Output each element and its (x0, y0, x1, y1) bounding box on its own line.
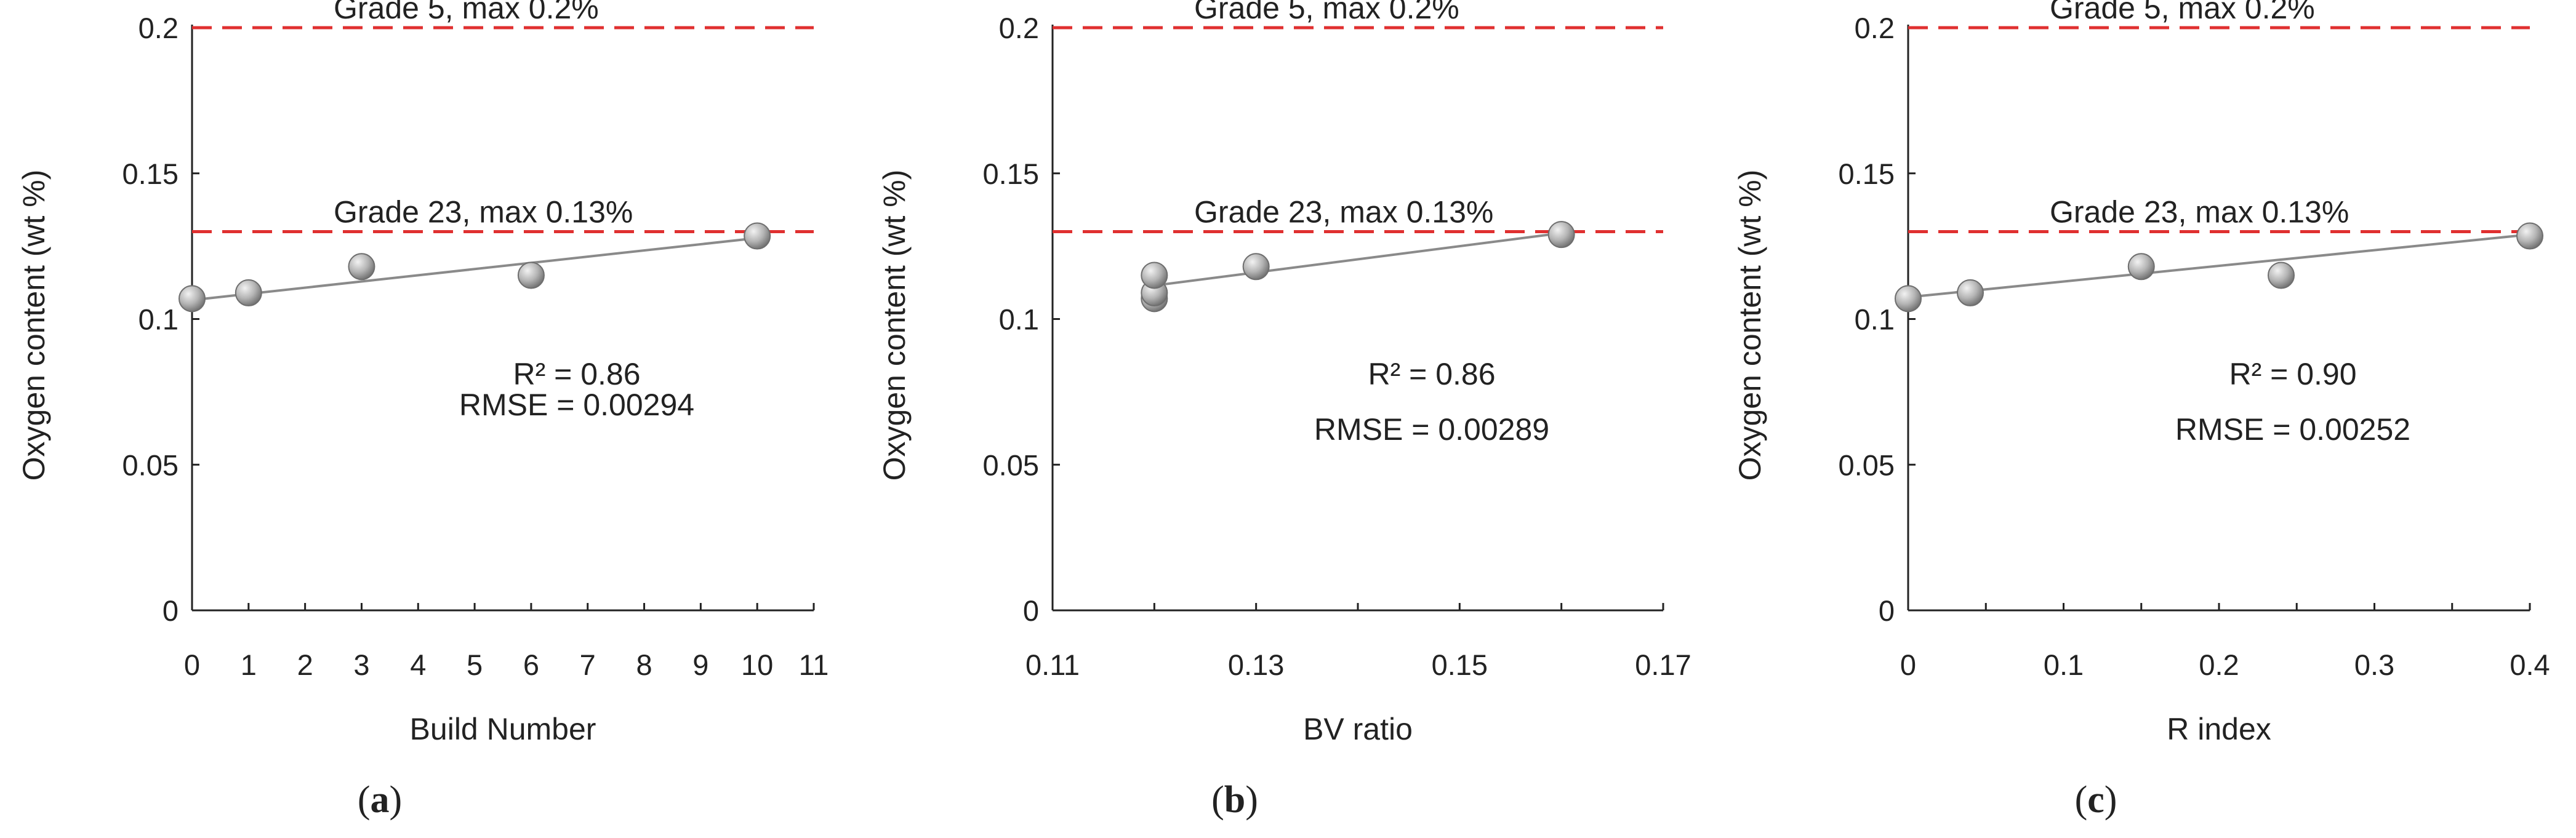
reference-line-label: Grade 23, max 0.13% (334, 194, 633, 229)
chart-panel-c: 0 0.05 0.1 0.15 0.2 0 0.1 0.2 0.3 0.4 R index Oxyge… (1733, 0, 2550, 821)
data-point (1547, 221, 1575, 249)
x-tick-label: 0.15 (1432, 648, 1488, 681)
chart-panel-b: 0 0.05 0.1 0.15 0.2 0.11 0.13 0.15 0.17 BV ratio O… (877, 0, 1691, 821)
y-tick-label: 0.15 (983, 158, 1039, 190)
fit-line (191, 236, 758, 301)
reference-line-label: Grade 5, max 0.2% (2050, 0, 2315, 25)
y-tick-label: 0.1 (1855, 303, 1895, 336)
y-tick-label: 0.1 (138, 303, 179, 336)
y-tick-label: 0.2 (1855, 12, 1895, 44)
data-point (1141, 261, 1168, 289)
y-tick-label: 0.1 (999, 303, 1039, 336)
data-point (1957, 279, 1984, 306)
data-point (744, 222, 771, 250)
y-tick-label: 0 (1879, 594, 1895, 627)
x-tick-label: 0.11 (1025, 648, 1080, 681)
rmse-label: RMSE = 0.00252 (2175, 412, 2410, 447)
x-tick-label: 7 (580, 648, 596, 681)
r-squared-label: R² = 0.86 (513, 357, 640, 391)
x-tick-label: 2 (297, 648, 313, 681)
x-tick-label: 0.2 (2199, 648, 2239, 681)
x-tick-label: 0.1 (2044, 648, 2084, 681)
data-point (235, 279, 262, 306)
chart-panel-a: 0 0.05 0.1 0.15 0.2 0 1 2 3 4 5 6 7 8 9 10 11 Build Numbe… (17, 0, 829, 821)
reference-line-label: Grade 5, max 0.2% (334, 0, 599, 25)
x-axis-title: Build Number (410, 712, 596, 746)
y-tick-label: 0.2 (138, 12, 179, 44)
x-tick-label: 0 (1900, 648, 1916, 681)
rmse-label: RMSE = 0.00294 (459, 388, 694, 422)
r-squared-label: R² = 0.90 (2229, 357, 2356, 391)
data-point (2127, 253, 2155, 281)
x-tick-label: 5 (467, 648, 483, 681)
y-tick-label: 0.05 (122, 449, 179, 481)
reference-line-label: Grade 23, max 0.13% (2050, 194, 2349, 229)
x-tick-label: 0.17 (1635, 648, 1691, 681)
y-axis-title: Oxygen content (wt %) (877, 170, 912, 481)
y-tick-label: 0.05 (1839, 449, 1895, 481)
y-tick-label: 0.15 (122, 158, 179, 190)
fit-line (1154, 231, 1562, 287)
y-axis-title: Oxygen content (wt %) (1733, 170, 1767, 481)
x-tick-label: 0.4 (2510, 648, 2550, 681)
y-tick-label: 0 (1023, 594, 1039, 627)
y-axis-title: Oxygen content (wt %) (17, 170, 51, 481)
x-tick-label: 9 (692, 648, 708, 681)
data-point (2516, 222, 2543, 250)
y-tick-label: 0.2 (999, 12, 1039, 44)
x-axis-title: R index (2167, 712, 2271, 746)
x-axis-title: BV ratio (1303, 712, 1413, 746)
data-point (348, 253, 375, 281)
data-point (2268, 261, 2295, 289)
r-squared-label: R² = 0.86 (1368, 357, 1495, 391)
x-tick-label: 10 (741, 648, 773, 681)
data-point (517, 261, 545, 289)
data-point (1895, 285, 1922, 313)
y-tick-label: 0.15 (1839, 158, 1895, 190)
rmse-label: RMSE = 0.00289 (1314, 412, 1549, 447)
panel-label: (a) (358, 779, 402, 821)
reference-line-label: Grade 5, max 0.2% (1194, 0, 1459, 25)
x-tick-label: 8 (636, 648, 652, 681)
y-tick-label: 0 (163, 594, 179, 627)
fit-line (1908, 233, 2530, 298)
x-tick-label: 11 (799, 648, 829, 681)
x-tick-label: 6 (523, 648, 539, 681)
data-point (179, 285, 206, 313)
x-tick-label: 3 (353, 648, 369, 681)
x-tick-label: 4 (410, 648, 426, 681)
y-tick-label: 0.05 (983, 449, 1039, 481)
data-point (1242, 253, 1270, 281)
x-tick-label: 1 (241, 648, 257, 681)
panel-label: (b) (1211, 779, 1258, 821)
x-tick-label: 0.3 (2354, 648, 2394, 681)
panel-label: (c) (2075, 779, 2117, 821)
x-tick-label: 0.13 (1228, 648, 1284, 681)
reference-line-label: Grade 23, max 0.13% (1194, 194, 1493, 229)
x-tick-label: 0 (184, 648, 200, 681)
